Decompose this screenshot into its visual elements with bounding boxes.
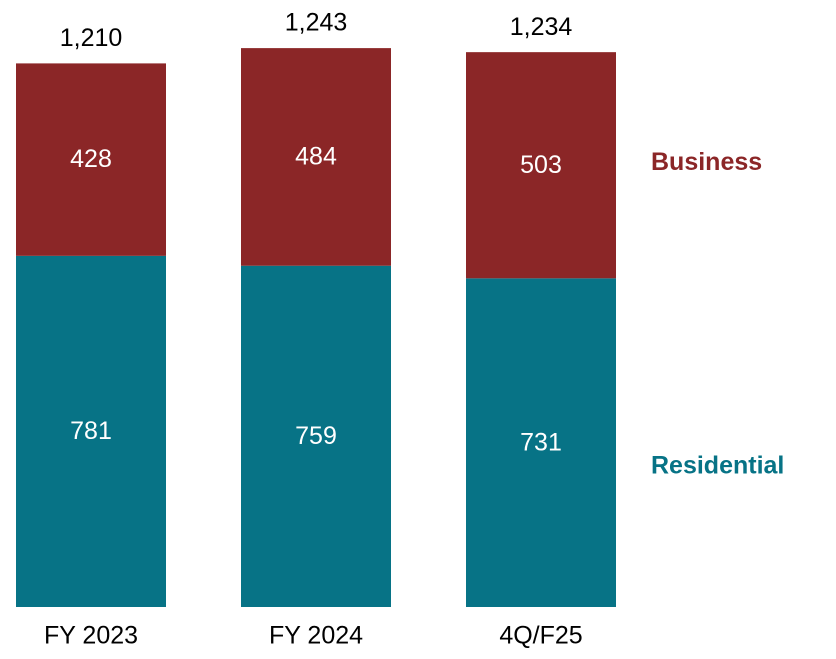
- legend-label: Residential: [651, 452, 784, 480]
- bar-segment: [466, 278, 616, 607]
- data-label: 759: [295, 422, 337, 450]
- data-label: 484: [295, 143, 337, 171]
- bar-segment: [241, 265, 391, 607]
- bar-segment: [16, 63, 166, 256]
- legend-label: Business: [651, 148, 762, 176]
- bar-segment: [466, 52, 616, 279]
- data-label: 428: [70, 145, 112, 173]
- data-label: 503: [520, 151, 562, 179]
- x-tick-label: 4Q/F25: [499, 622, 582, 650]
- total-label: 1,234: [510, 13, 573, 41]
- data-label: 731: [520, 428, 562, 456]
- x-tick-label: FY 2023: [44, 622, 138, 650]
- bar-segment: [241, 48, 391, 266]
- total-label: 1,210: [60, 24, 123, 52]
- data-label: 781: [70, 417, 112, 445]
- total-label: 1,243: [285, 9, 348, 37]
- x-tick-label: FY 2024: [269, 622, 363, 650]
- bar-segment: [16, 255, 166, 607]
